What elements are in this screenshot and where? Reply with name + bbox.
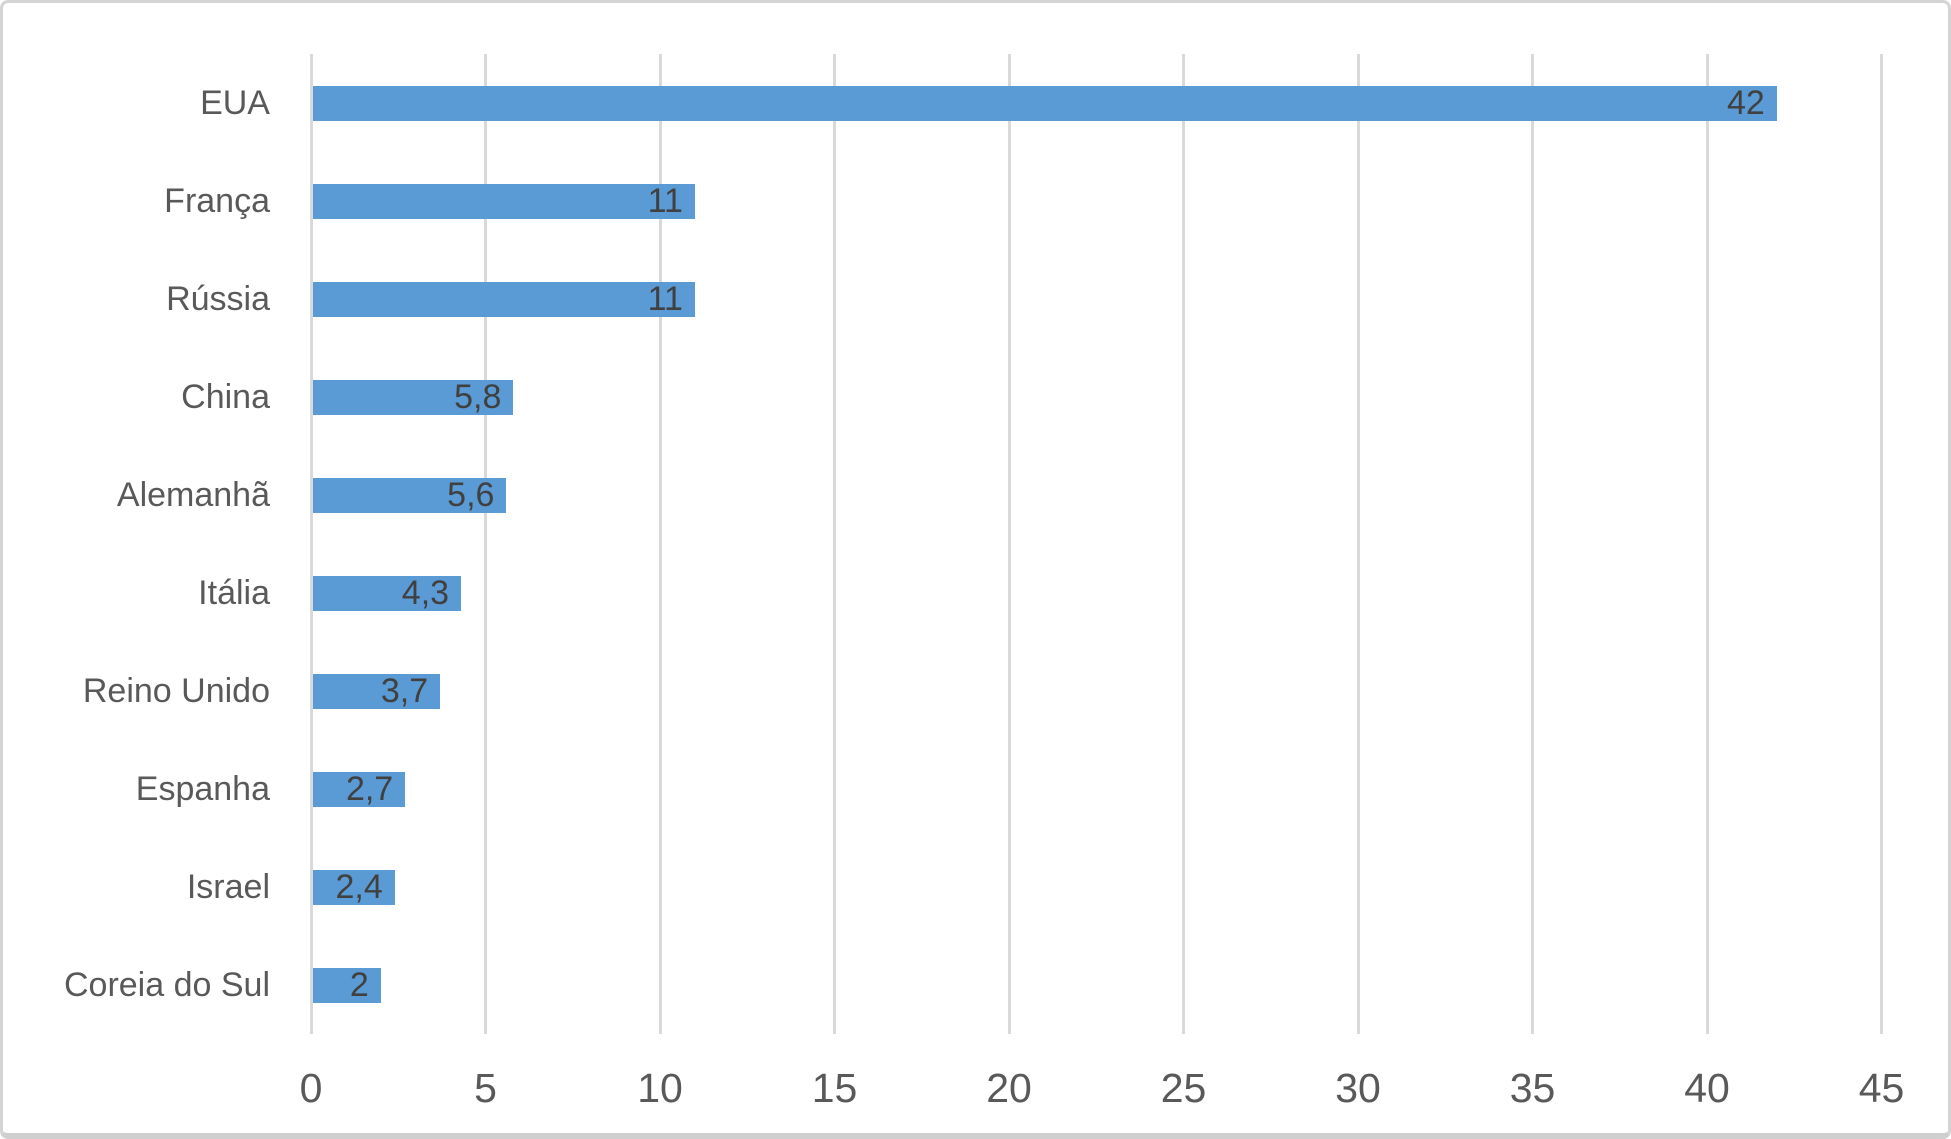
bar: 11 <box>312 279 695 318</box>
bar: 3,7 <box>312 671 441 710</box>
category-label: Itália <box>198 574 270 612</box>
bar-value-label: 5,6 <box>447 475 495 514</box>
x-axis-tick-label: 35 <box>1509 1065 1556 1111</box>
bar: 11 <box>312 181 695 220</box>
gridline <box>1705 54 1709 1034</box>
category-label: Alemanhã <box>116 476 270 514</box>
category-label: Israel <box>186 868 270 906</box>
category-label: Espanha <box>135 770 270 808</box>
bar: 4,3 <box>312 573 462 612</box>
category-label: Coreia do Sul <box>63 966 270 1004</box>
bar: 5,6 <box>312 475 507 514</box>
x-axis-tick-label: 30 <box>1335 1065 1381 1111</box>
gridline <box>1880 54 1883 1034</box>
category-label: Reino Unido <box>82 672 270 710</box>
bar-value-label: 2,4 <box>335 867 383 906</box>
bar-value-label: 2 <box>349 965 369 1004</box>
category-label: França <box>164 182 270 220</box>
x-axis-tick-label: 10 <box>637 1065 683 1111</box>
gridline <box>484 54 487 1034</box>
x-axis-tick-label: 45 <box>1858 1065 1905 1111</box>
bar-value-label: 4,3 <box>401 573 450 612</box>
bar: 42 <box>312 83 1777 122</box>
gridline <box>309 54 313 1034</box>
bar-value-label: 11 <box>647 279 683 318</box>
gridline <box>1007 54 1011 1034</box>
x-axis-tick-label: 5 <box>474 1065 497 1111</box>
gridline <box>1182 54 1185 1034</box>
gridline <box>1356 54 1360 1034</box>
bar: 5,8 <box>312 377 514 416</box>
bar: 2 <box>312 965 381 1004</box>
bar-value-label: 3,7 <box>380 671 429 710</box>
gridline <box>833 54 836 1034</box>
bar-value-label: 11 <box>647 181 683 220</box>
x-axis-tick-label: 0 <box>299 1065 323 1111</box>
bar-value-label: 2,7 <box>345 769 394 808</box>
plot-area: 0 5 10 15 20 25 30 35 40 45 EUA 42 França 11 Rússia 11 C… <box>3 3 1948 1133</box>
x-axis-tick-label: 20 <box>986 1065 1032 1111</box>
x-axis-tick-label: 40 <box>1684 1065 1730 1111</box>
x-axis-tick-label: 25 <box>1160 1065 1207 1111</box>
bar-value-label: 42 <box>1726 83 1765 122</box>
bar-value-label: 5,8 <box>454 377 502 416</box>
x-axis-tick-label: 15 <box>811 1065 858 1111</box>
bar: 2,7 <box>312 769 406 808</box>
bar: 2,4 <box>312 867 395 906</box>
gridline <box>658 54 662 1034</box>
category-label: China <box>181 378 270 416</box>
gridline <box>1531 54 1534 1034</box>
category-label: Rússia <box>166 280 270 318</box>
category-label: EUA <box>200 84 270 122</box>
